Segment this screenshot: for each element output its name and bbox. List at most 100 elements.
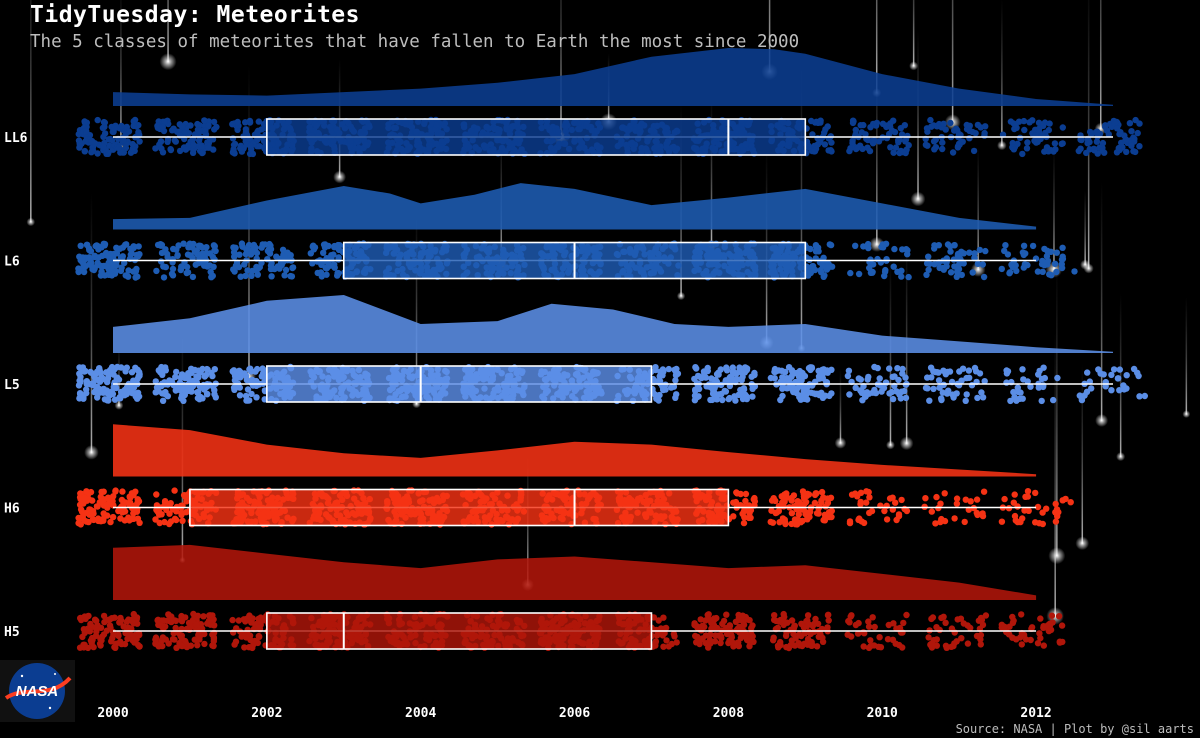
data-point: [854, 144, 861, 152]
data-point: [211, 256, 218, 263]
data-point: [195, 242, 203, 249]
data-point: [266, 240, 273, 248]
data-point: [1029, 242, 1037, 250]
data-point: [965, 367, 973, 374]
data-point: [896, 136, 903, 143]
data-point: [1021, 126, 1028, 134]
data-point: [1121, 386, 1128, 393]
data-point: [812, 490, 819, 497]
data-point: [175, 242, 182, 249]
data-point: [247, 142, 254, 149]
density-LL6: [113, 48, 1113, 106]
data-point: [249, 376, 256, 384]
data-point: [1075, 147, 1083, 155]
data-point-outlier: [1020, 251, 1027, 259]
meteor-glow: [910, 191, 926, 207]
meteor-streak: [338, 59, 341, 178]
data-point: [183, 263, 191, 271]
data-point: [77, 242, 84, 249]
meteor-streak: [1100, 181, 1103, 421]
data-point: [979, 510, 986, 517]
data-point: [81, 263, 89, 271]
data-point: [866, 494, 873, 501]
data-point: [672, 394, 679, 401]
data-point: [812, 248, 820, 255]
data-point: [1091, 147, 1098, 154]
data-point: [799, 369, 806, 377]
data-point-outlier: [1071, 268, 1078, 275]
data-point: [199, 250, 206, 257]
density-H6: [113, 424, 1037, 477]
data-point: [879, 241, 887, 248]
data-point: [194, 642, 201, 649]
meteor-glow: [997, 140, 1007, 151]
data-point: [200, 613, 207, 620]
data-point: [712, 376, 719, 383]
data-point: [84, 241, 91, 249]
data-point: [198, 143, 205, 150]
meteor-streak: [560, 0, 562, 138]
data-point: [256, 143, 263, 150]
data-point: [1053, 268, 1060, 276]
data-point: [892, 499, 899, 506]
data-point: [101, 130, 109, 137]
data-point: [158, 366, 166, 373]
data-point: [124, 273, 132, 280]
data-point: [1058, 256, 1066, 263]
data-point: [1038, 132, 1046, 139]
data-point: [813, 118, 820, 126]
data-point: [213, 123, 220, 131]
data-point: [901, 122, 908, 129]
data-point: [152, 145, 159, 152]
data-point: [115, 144, 123, 151]
data-point: [866, 147, 874, 155]
data-point: [938, 396, 945, 404]
data-point: [125, 624, 132, 631]
data-point: [867, 124, 874, 131]
category-label-L5: L5: [4, 378, 20, 393]
data-point: [100, 118, 108, 126]
data-point: [742, 497, 749, 505]
data-point: [1130, 148, 1137, 155]
data-point: [193, 621, 200, 628]
data-point: [133, 251, 140, 259]
data-point: [83, 128, 90, 135]
data-point: [804, 510, 811, 517]
data-point: [318, 273, 325, 280]
data-point: [307, 250, 314, 257]
data-point: [207, 268, 214, 276]
data-point: [90, 643, 97, 651]
data-point: [187, 122, 194, 129]
data-point: [1013, 267, 1020, 275]
data-point: [1002, 242, 1009, 249]
data-point: [949, 149, 957, 156]
data-point: [933, 493, 940, 501]
data-point: [98, 637, 105, 644]
data-point: [159, 123, 166, 131]
meteor-streak: [710, 93, 713, 246]
data-point: [249, 150, 257, 158]
data-point: [876, 375, 883, 382]
data-point: [254, 129, 261, 136]
data-point: [242, 272, 249, 280]
meteor-streak: [875, 0, 878, 93]
data-point: [153, 267, 160, 275]
data-point: [924, 142, 931, 149]
data-point: [110, 493, 117, 500]
data-point: [206, 136, 214, 143]
data-point: [781, 519, 789, 526]
data-point: [1108, 387, 1115, 394]
data-point: [229, 121, 236, 128]
data-point: [932, 136, 939, 143]
data-point: [955, 265, 963, 273]
data-point: [1022, 493, 1029, 500]
data-point: [886, 365, 893, 372]
meteor-streak: [120, 0, 122, 147]
data-point: [167, 146, 175, 154]
data-point: [959, 365, 967, 372]
data-point: [952, 125, 960, 132]
data-point: [77, 490, 84, 497]
data-point: [1122, 136, 1130, 143]
data-point: [1052, 500, 1059, 508]
data-point: [673, 365, 680, 373]
